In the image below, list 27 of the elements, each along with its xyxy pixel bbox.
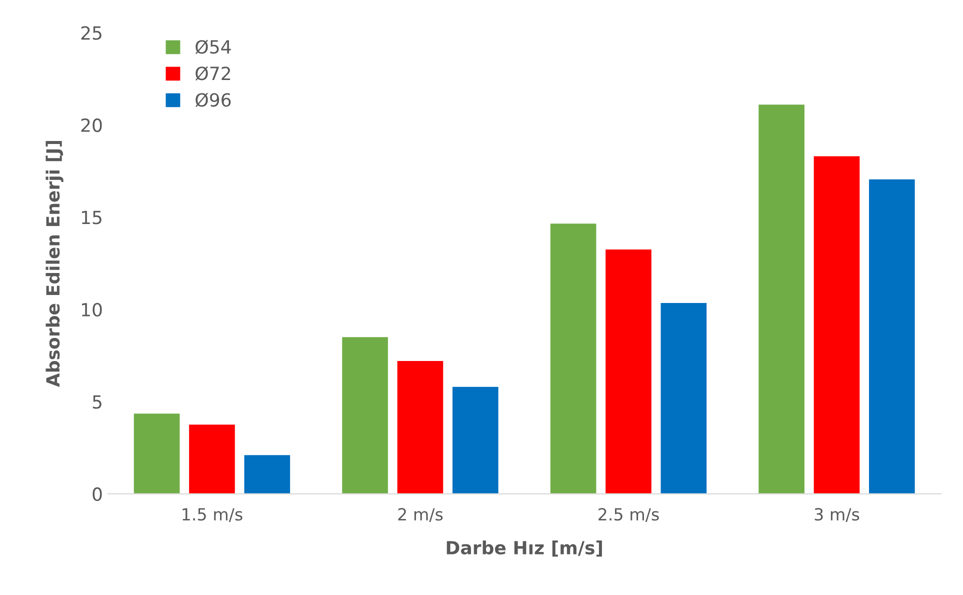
bar — [244, 455, 290, 494]
x-tick-label: 2 m/s — [398, 508, 443, 522]
bar — [758, 104, 804, 494]
bar — [452, 386, 498, 494]
y-tick-label: 5 — [92, 395, 102, 409]
y-tick-label: 25 — [81, 26, 102, 40]
bar — [606, 249, 652, 494]
y-tick-label: 10 — [82, 302, 102, 317]
bar — [189, 424, 235, 494]
x-tick-label: 3 m/s — [814, 508, 860, 522]
x-axis-title: Darbe Hız [m/s] — [446, 540, 602, 557]
y-axis-title: Absorbe Edilen Enerji [J] — [46, 141, 64, 388]
bar — [869, 179, 915, 494]
bar — [397, 361, 444, 494]
legend-label: Ø72 — [196, 66, 230, 81]
y-tick-label: 0 — [92, 487, 102, 501]
legend-label: Ø54 — [196, 40, 231, 54]
bar — [660, 302, 707, 494]
bar — [550, 224, 596, 494]
bar — [342, 337, 388, 494]
legend-label: Ø96 — [196, 92, 231, 108]
bar — [134, 414, 180, 494]
y-tick-label: 20 — [81, 118, 102, 132]
y-tick-label: 15 — [82, 210, 102, 224]
bar — [814, 156, 860, 494]
x-tick-label: 1.5 m/s — [182, 508, 242, 522]
x-tick-label: 2.5 m/s — [598, 508, 659, 522]
